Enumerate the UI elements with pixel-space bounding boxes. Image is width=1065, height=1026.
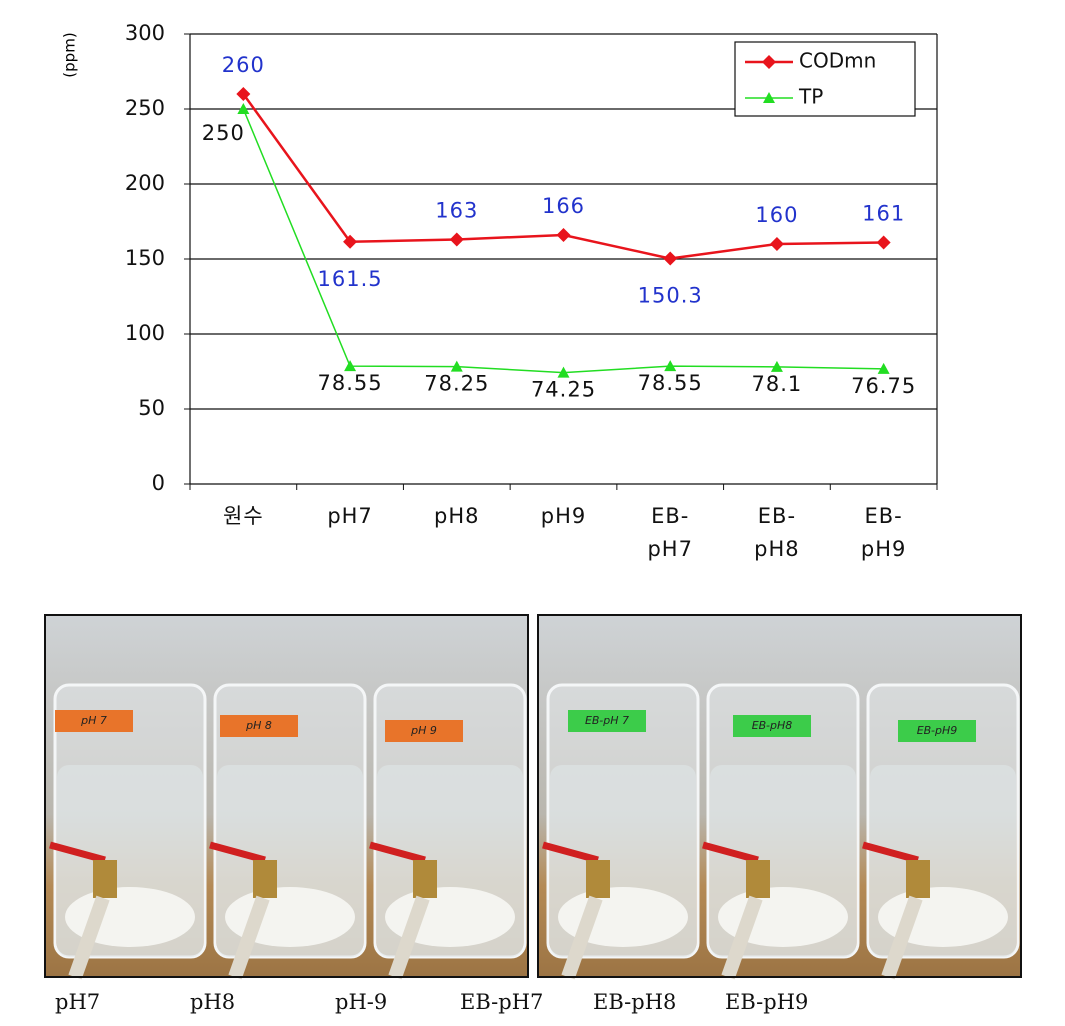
marker	[343, 234, 358, 249]
legend-box	[734, 41, 916, 117]
tube	[388, 895, 430, 980]
tube	[881, 895, 923, 980]
marker	[762, 55, 776, 69]
tape	[385, 720, 463, 742]
caption: EB-pH8	[593, 990, 677, 1014]
data-label: 250	[202, 121, 245, 145]
y-tick-label: 0	[152, 471, 165, 495]
legend-label: TP	[798, 85, 823, 109]
caption: pH-9	[335, 990, 388, 1014]
marker	[344, 360, 357, 372]
tape	[733, 715, 811, 737]
photo: pH 7 pH 8 pH 9	[44, 614, 529, 980]
data-label: 161	[862, 202, 905, 226]
data-label: 78.25	[424, 372, 489, 396]
data-label: 163	[435, 199, 478, 223]
photo-frame	[44, 614, 529, 978]
tape-label: pH 8	[245, 719, 272, 732]
valve-handle	[542, 841, 599, 864]
data-label: 74.25	[531, 378, 596, 402]
valve	[746, 860, 770, 898]
photo-frame	[537, 614, 1022, 978]
marker	[763, 92, 775, 103]
x-tick-label: EB- pH8	[754, 504, 800, 561]
valve	[586, 860, 610, 898]
data-label: 160	[755, 203, 798, 227]
tube	[561, 895, 603, 980]
x-tick-label: pH8	[434, 504, 480, 528]
valve	[906, 860, 930, 898]
valve-handle	[49, 841, 106, 864]
x-tick-label: pH7	[327, 504, 373, 528]
x-tick-label: pH9	[540, 504, 587, 528]
marker	[450, 360, 463, 372]
data-label: 78.1	[752, 372, 803, 396]
tube	[721, 895, 763, 980]
data-label: 78.55	[318, 371, 383, 395]
tape-label: pH 7	[80, 714, 107, 727]
valve	[93, 860, 117, 898]
photo: EB-pH 7 EB-pH8 EB-pH9	[537, 614, 1022, 980]
tape-label: EB-pH8	[752, 719, 793, 732]
x-tick-label: EB- pH7	[647, 504, 693, 561]
tape	[568, 710, 646, 732]
caption: pH7	[55, 990, 101, 1014]
data-label: 78.55	[638, 371, 703, 395]
caption: pH8	[190, 990, 236, 1014]
y-tick-label: 100	[125, 321, 165, 345]
valve-handle	[369, 841, 426, 864]
marker	[877, 362, 890, 374]
tape	[55, 710, 133, 732]
tube	[228, 895, 270, 980]
tape	[898, 720, 976, 742]
valve	[413, 860, 437, 898]
data-label: 150.3	[638, 284, 703, 308]
marker	[769, 237, 784, 251]
marker	[449, 232, 464, 247]
data-label: 166	[542, 194, 585, 218]
valve-handle	[209, 841, 266, 864]
caption: EB-pH7	[460, 990, 544, 1014]
x-tick-label: EB- pH9	[860, 504, 907, 561]
y-tick-label: 250	[125, 96, 165, 120]
valve-handle	[862, 841, 919, 864]
marker	[236, 87, 251, 101]
tube	[68, 895, 110, 980]
y-tick-label: 300	[125, 21, 165, 45]
legend-label: CODmn	[799, 49, 876, 73]
data-label: 161.5	[318, 267, 383, 291]
caption: EB-pH9	[725, 990, 809, 1014]
tape-label: EB-pH 7	[585, 714, 629, 727]
data-label: 260	[222, 53, 265, 77]
valve	[253, 860, 277, 898]
tape	[220, 715, 298, 737]
marker	[663, 251, 678, 266]
marker	[770, 360, 783, 372]
x-tick-label: 원수	[223, 504, 264, 528]
data-label: 76.75	[851, 374, 916, 398]
marker	[237, 103, 250, 114]
marker	[876, 235, 891, 250]
tape-label: pH 9	[410, 724, 437, 737]
tape-label: EB-pH9	[917, 724, 958, 737]
marker	[664, 360, 677, 372]
marker	[556, 228, 571, 242]
y-tick-label: 50	[138, 396, 165, 420]
marker	[557, 366, 570, 378]
valve-handle	[702, 841, 759, 864]
y-tick-label: 150	[125, 246, 165, 270]
y-tick-label: 200	[125, 171, 165, 195]
y-axis-label: (ppm)	[61, 32, 79, 77]
